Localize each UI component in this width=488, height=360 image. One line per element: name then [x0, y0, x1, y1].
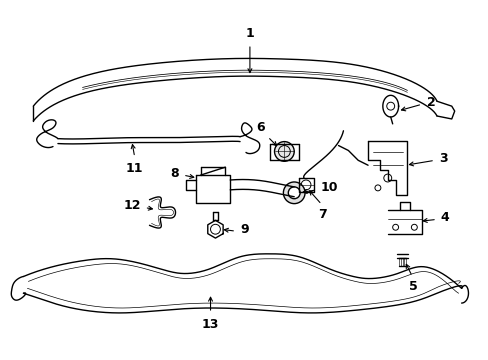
- Text: 6: 6: [256, 121, 264, 134]
- Circle shape: [386, 102, 394, 110]
- Circle shape: [283, 182, 305, 204]
- Circle shape: [274, 141, 294, 161]
- Text: 5: 5: [408, 280, 417, 293]
- Text: 7: 7: [318, 208, 326, 221]
- Text: 13: 13: [202, 318, 219, 331]
- Text: 9: 9: [240, 223, 248, 236]
- Text: 2: 2: [426, 96, 435, 109]
- Text: 11: 11: [126, 162, 143, 175]
- Text: 12: 12: [123, 199, 141, 212]
- Text: 8: 8: [170, 167, 179, 180]
- Circle shape: [288, 187, 300, 199]
- Text: 4: 4: [440, 211, 449, 224]
- Text: 3: 3: [438, 152, 447, 165]
- Text: 1: 1: [245, 27, 254, 40]
- Text: 10: 10: [320, 181, 338, 194]
